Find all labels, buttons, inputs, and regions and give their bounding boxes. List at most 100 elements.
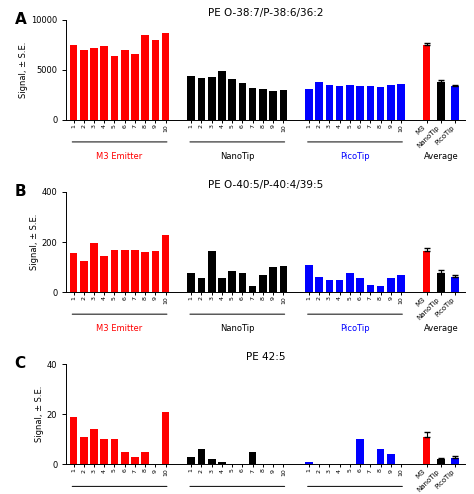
Text: Average: Average bbox=[424, 324, 458, 333]
Bar bbox=[208, 251, 216, 292]
Bar bbox=[152, 251, 159, 292]
Bar bbox=[377, 450, 384, 464]
Text: C: C bbox=[15, 356, 26, 371]
Text: M3 Emitter: M3 Emitter bbox=[97, 152, 143, 161]
Bar bbox=[100, 46, 108, 120]
Y-axis label: Signal, ± S.E.: Signal, ± S.E. bbox=[19, 41, 28, 98]
Bar bbox=[238, 83, 246, 120]
Title: PE 42:5: PE 42:5 bbox=[246, 352, 285, 362]
Bar bbox=[356, 439, 364, 464]
Bar bbox=[80, 50, 88, 120]
Bar bbox=[423, 437, 430, 464]
Bar bbox=[187, 273, 195, 292]
Bar bbox=[346, 273, 354, 292]
Text: Average: Average bbox=[424, 152, 458, 161]
Bar bbox=[70, 45, 77, 120]
Bar bbox=[70, 417, 77, 464]
Bar bbox=[269, 91, 277, 120]
Bar bbox=[131, 249, 139, 292]
Bar bbox=[187, 457, 195, 464]
Bar bbox=[451, 86, 459, 120]
Bar bbox=[198, 278, 205, 292]
Bar bbox=[218, 71, 226, 120]
Bar bbox=[437, 82, 445, 120]
Bar bbox=[228, 79, 236, 120]
Bar bbox=[437, 459, 445, 464]
Bar bbox=[356, 86, 364, 120]
Bar bbox=[397, 275, 405, 292]
Text: A: A bbox=[15, 12, 27, 27]
Bar bbox=[162, 235, 170, 292]
Bar bbox=[141, 452, 149, 464]
Bar bbox=[131, 457, 139, 464]
Bar bbox=[110, 439, 118, 464]
Bar bbox=[228, 271, 236, 292]
Bar bbox=[326, 85, 333, 120]
Bar bbox=[366, 285, 374, 292]
Bar bbox=[315, 82, 323, 120]
Bar bbox=[346, 85, 354, 120]
Bar bbox=[141, 252, 149, 292]
Bar bbox=[162, 412, 170, 464]
Bar bbox=[90, 244, 98, 292]
Bar bbox=[259, 89, 267, 120]
Bar bbox=[121, 50, 128, 120]
Text: NanoTip: NanoTip bbox=[220, 324, 255, 333]
Y-axis label: Signal, ± S.E.: Signal, ± S.E. bbox=[35, 386, 44, 443]
Bar bbox=[100, 439, 108, 464]
Bar bbox=[110, 249, 118, 292]
Bar bbox=[121, 249, 128, 292]
Bar bbox=[198, 78, 205, 120]
Bar bbox=[280, 90, 287, 120]
Bar bbox=[131, 54, 139, 120]
Bar bbox=[80, 261, 88, 292]
Bar bbox=[366, 86, 374, 120]
Bar bbox=[90, 48, 98, 120]
Title: PE O-40:5/P-40:4/39:5: PE O-40:5/P-40:4/39:5 bbox=[208, 180, 323, 190]
Bar bbox=[305, 265, 313, 292]
Bar bbox=[249, 286, 256, 292]
Bar bbox=[80, 437, 88, 464]
Bar bbox=[238, 273, 246, 292]
Bar bbox=[187, 76, 195, 120]
Bar bbox=[451, 277, 459, 292]
Bar bbox=[218, 462, 226, 464]
Bar bbox=[387, 454, 395, 464]
Bar bbox=[198, 450, 205, 464]
Bar bbox=[423, 251, 430, 292]
Bar bbox=[336, 280, 344, 292]
Bar bbox=[249, 452, 256, 464]
Bar bbox=[162, 33, 170, 120]
Bar bbox=[437, 273, 445, 292]
Bar bbox=[218, 278, 226, 292]
Bar bbox=[100, 256, 108, 292]
Bar bbox=[110, 56, 118, 120]
Title: PE O-38:7/P-38:6/36:2: PE O-38:7/P-38:6/36:2 bbox=[208, 7, 323, 18]
Bar bbox=[315, 277, 323, 292]
Bar bbox=[141, 35, 149, 120]
Bar bbox=[387, 278, 395, 292]
Text: B: B bbox=[15, 184, 26, 199]
Y-axis label: Signal, ± S.E.: Signal, ± S.E. bbox=[30, 214, 39, 270]
Bar bbox=[326, 280, 333, 292]
Text: NanoTip: NanoTip bbox=[220, 152, 255, 161]
Bar bbox=[269, 267, 277, 292]
Bar bbox=[208, 77, 216, 120]
Bar bbox=[305, 89, 313, 120]
Bar bbox=[356, 278, 364, 292]
Text: PicoTip: PicoTip bbox=[340, 324, 370, 333]
Bar bbox=[208, 459, 216, 464]
Bar bbox=[121, 452, 128, 464]
Bar bbox=[90, 429, 98, 464]
Bar bbox=[397, 84, 405, 120]
Bar bbox=[451, 458, 459, 464]
Text: PicoTip: PicoTip bbox=[340, 152, 370, 161]
Text: M3 Emitter: M3 Emitter bbox=[97, 324, 143, 333]
Bar bbox=[70, 253, 77, 292]
Bar bbox=[377, 87, 384, 120]
Bar bbox=[249, 88, 256, 120]
Bar bbox=[305, 462, 313, 464]
Bar bbox=[259, 275, 267, 292]
Bar bbox=[280, 266, 287, 292]
Bar bbox=[377, 286, 384, 292]
